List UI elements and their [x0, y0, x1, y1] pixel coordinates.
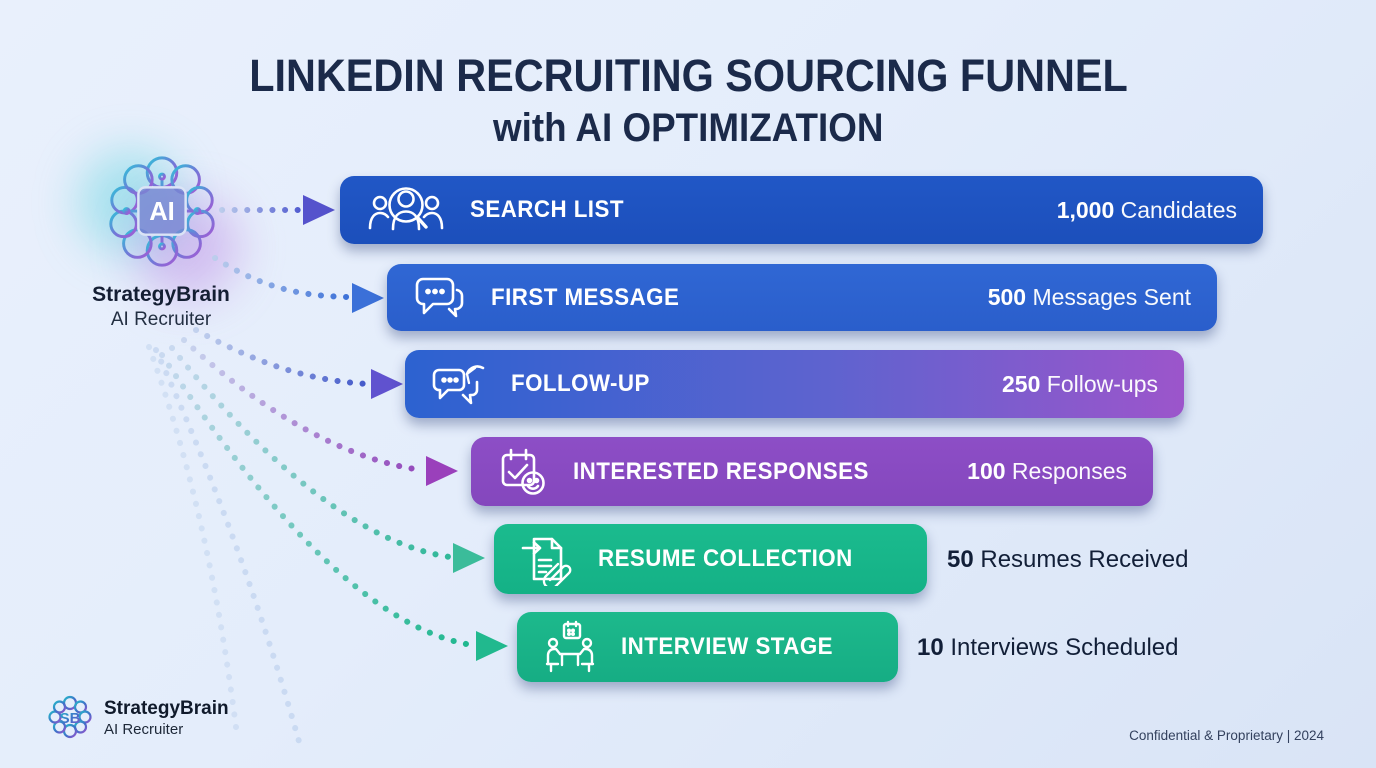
- stage-count: 1,000 Candidates: [1056, 196, 1237, 223]
- title-line-2: with AI OPTIMIZATION: [492, 106, 884, 150]
- funnel-stage-first-message: FIRST MESSAGE 500 Messages Sent: [387, 264, 1217, 331]
- page-title: LINKEDIN RECRUITING SOURCING FUNNEL with…: [0, 50, 1376, 151]
- arrowhead-follow-up: [371, 369, 403, 399]
- brain-hub-name: StrategyBrain: [92, 283, 230, 306]
- ai-brain-icon: AI: [109, 156, 215, 267]
- arrowhead-interested-responses: [426, 456, 458, 486]
- stage-count-outside: 10 Interviews Scheduled: [917, 634, 1179, 661]
- stage-label: FOLLOW-UP: [511, 370, 650, 397]
- decorative-dotted-curve: [146, 344, 240, 738]
- funnel-stage-interview-stage: INTERVIEW STAGE: [517, 612, 898, 682]
- stage-count: 250 Follow-ups: [1002, 370, 1158, 397]
- arrowhead-search-list: [303, 195, 335, 225]
- funnel-stage-interested-responses: INTERESTED RESPONSES 100 Responses: [471, 437, 1153, 506]
- stage-count: 100 Responses: [967, 458, 1127, 484]
- stage-label: INTERESTED RESPONSES: [573, 457, 869, 485]
- interview-people-icon: [543, 620, 597, 674]
- arrow-path-interested-responses: [181, 337, 425, 473]
- funnel-stage-resume-collection: RESUME COLLECTION: [494, 524, 927, 594]
- arrow-path-follow-up: [193, 327, 371, 387]
- arrowhead-first-message: [352, 283, 384, 313]
- chat-bubbles-icon: [413, 274, 467, 322]
- ai-badge-text: AI: [149, 198, 175, 226]
- resume-paperclip-icon: [520, 532, 574, 586]
- funnel-stage-follow-up: FOLLOW-UP 250 Follow-ups: [405, 350, 1184, 418]
- arrowhead-interview-stage: [476, 631, 508, 661]
- footer-logo-subtitle: AI Recruiter: [104, 721, 184, 738]
- brain-hub-subtitle: AI Recruiter: [110, 309, 212, 330]
- title-line-1: LINKEDIN RECRUITING SOURCING FUNNEL: [248, 50, 1128, 101]
- footer-logo: SB StrategyBrain AI Recruiter: [46, 694, 229, 742]
- calendar-smiley-icon: [497, 446, 549, 498]
- footer-logo-name: StrategyBrain: [104, 698, 229, 719]
- people-search-icon: [366, 184, 446, 236]
- strategybrain-logo-icon: SB: [48, 695, 92, 739]
- stage-label: RESUME COLLECTION: [598, 545, 853, 572]
- logo-monogram: SB: [60, 710, 81, 727]
- decorative-dotted-curve: [153, 347, 303, 748]
- stage-label: INTERVIEW STAGE: [621, 633, 834, 660]
- chat-refresh-icon: [431, 358, 487, 410]
- arrowhead-resume-collection: [453, 543, 485, 573]
- funnel-stage-search-list: SEARCH LIST 1,000 Candidates: [340, 176, 1263, 244]
- stage-label: FIRST MESSAGE: [491, 283, 680, 311]
- stage-label: SEARCH LIST: [470, 196, 624, 223]
- confidentiality-note: Confidential & Proprietary | 2024: [1129, 728, 1324, 743]
- stage-count: 500 Messages Sent: [987, 284, 1191, 310]
- stage-count-outside: 50 Resumes Received: [947, 546, 1189, 573]
